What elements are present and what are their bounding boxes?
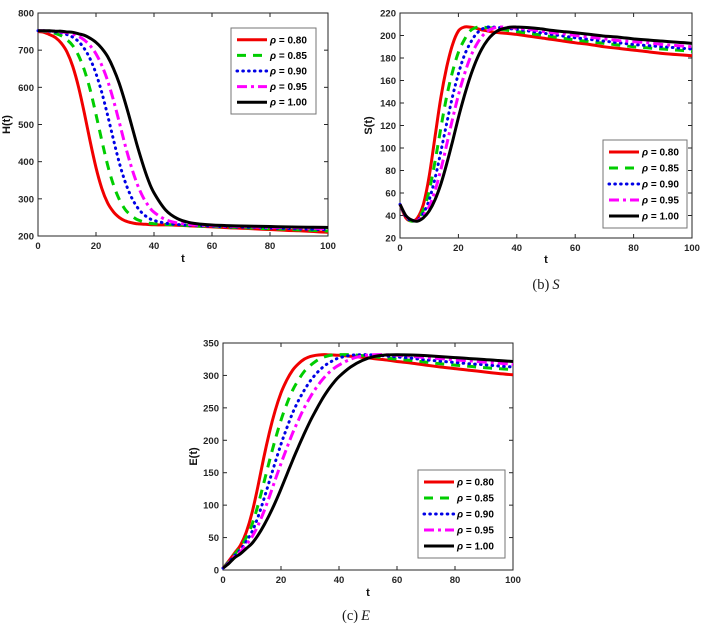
chart-E-panel: 0 20 40 60 80 100 0 50 100 150 200 250 300 350 t E(t) ρ … [178,330,523,613]
series-line-rho-0.90 [221,353,515,570]
x-tick-label: 20 [453,243,464,254]
x-tick-label: 100 [505,575,521,586]
x-tick-label: 100 [684,243,700,254]
legend-box [230,27,317,115]
x-tick-label: 40 [334,575,345,586]
series-line-rho-0.85 [398,25,693,223]
y-tick-label: 200 [18,232,34,243]
series-line-rho-1.00 [37,29,329,229]
x-tick-label: 40 [149,241,160,252]
y-tick-label: 160 [380,76,396,87]
y-tick-label: 300 [203,371,219,382]
caption-c-symbol: E [361,608,370,624]
legend-label-rho-0.80: ρ = 0.80 [456,478,494,489]
y-tick-label: 220 [380,9,396,20]
y-tick-label: 200 [380,31,396,42]
y-tick-label: 100 [380,144,396,155]
legend-label-rho-0.95: ρ = 0.95 [456,526,494,537]
legend-label-rho-1.00: ρ = 1.00 [456,542,494,553]
x-tick-label: 0 [220,575,225,586]
legend-label-rho-0.80: ρ = 0.80 [641,148,679,159]
legend-label-rho-1.00: ρ = 1.00 [269,98,307,109]
legend: ρ = 0.80 ρ = 0.85 ρ = 0.90 ρ = 0.95 ρ = 1.00 [230,27,317,115]
legend-label-rho-0.90: ρ = 0.90 [641,180,679,191]
x-tick-label: 40 [512,243,523,254]
x-tick-label: 100 [320,241,336,252]
series-line-rho-0.95 [398,25,693,223]
legend-label-rho-0.90: ρ = 0.90 [269,67,307,78]
y-tick-label: 700 [18,46,34,57]
caption-c: (c) E [296,608,416,625]
caption-b: (b) S [486,277,606,294]
y-tick-label: 500 [18,120,34,131]
caption-c-prefix: (c) [342,608,359,624]
y-tick-label: 400 [18,157,34,168]
legend-box [602,139,688,229]
y-tick-label: 200 [203,436,219,447]
y-tick-label: 250 [203,403,219,414]
y-tick-label: 120 [380,121,396,132]
legend: ρ = 0.80 ρ = 0.85 ρ = 0.90 ρ = 0.95 ρ = 1.00 [602,139,688,229]
y-tick-label: 140 [380,99,396,110]
chart-E-canvas: 0 20 40 60 80 100 0 50 100 150 200 250 300 350 t E(t) ρ … [188,339,521,600]
chart-H-panel: 0 20 40 60 80 100 200 300 400 500 600 700 800 t H(t) ρ … [0,0,350,280]
y-tick-label: 180 [380,54,396,65]
x-tick-label: 60 [392,575,403,586]
x-tick-label: 60 [570,243,581,254]
plot-border [222,342,514,571]
x-tick-label: 20 [276,575,287,586]
caption-b-symbol: S [552,277,560,293]
x-tick-label: 0 [35,241,40,252]
y-tick-label: 80 [385,166,396,177]
x-tick-label: 60 [207,241,218,252]
chart-S-panel: 0 20 40 60 80 100 20 40 60 80 100 120 140 160 180 200 22… [355,0,713,280]
series-line-rho-1.00 [398,25,693,223]
y-tick-label: 40 [385,211,396,222]
legend: ρ = 0.80 ρ = 0.85 ρ = 0.90 ρ = 0.95 ρ = 1.00 [417,469,506,559]
chart-S-canvas: 0 20 40 60 80 1002040608010012014016018020022… [363,9,700,267]
y-tick-label: 0 [214,566,219,577]
series-line-rho-1.00 [222,353,514,570]
legend-box [417,469,506,559]
x-tick-label: 80 [628,243,639,254]
legend-label-rho-1.00: ρ = 1.00 [641,212,679,223]
series-line-rho-0.80 [221,353,514,570]
x-tick-label: 80 [450,575,461,586]
y-tick-label: 60 [385,189,396,200]
x-tick-label: 0 [397,243,402,254]
legend-label-rho-0.95: ρ = 0.95 [641,196,679,207]
legend-label-rho-0.85: ρ = 0.85 [456,494,494,505]
x-axis-label: t [544,254,548,266]
caption-b-prefix: (b) [532,277,550,293]
series-line-rho-0.95 [37,29,329,231]
series-line-rho-0.95 [221,353,514,570]
y-tick-label: 300 [18,194,34,205]
y-tick-label: 100 [203,501,219,512]
y-tick-label: 800 [18,9,34,20]
x-axis-label: t [181,253,185,265]
x-tick-label: 20 [91,241,102,252]
y-tick-label: 600 [18,83,34,94]
x-tick-label: 80 [265,241,276,252]
y-tick-label: 150 [203,468,219,479]
legend-label-rho-0.85: ρ = 0.85 [269,51,307,62]
y-tick-label: 20 [385,234,396,245]
legend-label-rho-0.85: ρ = 0.85 [641,164,679,175]
chart-H-canvas: 0 20 40 60 80 100 200 300 400 500 600 700 800 t H(t) ρ … [1,9,336,266]
x-axis-label: t [366,587,370,599]
legend-label-rho-0.95: ρ = 0.95 [269,82,307,93]
y-axis-label: H(t) [1,115,13,134]
y-axis-label: E(t) [188,447,200,466]
y-tick-label: 350 [203,339,219,350]
legend-label-rho-0.90: ρ = 0.90 [456,510,494,521]
y-tick-label: 50 [208,533,219,544]
legend-label-rho-0.80: ρ = 0.80 [269,35,307,46]
y-axis-label: S(t) [363,116,375,135]
